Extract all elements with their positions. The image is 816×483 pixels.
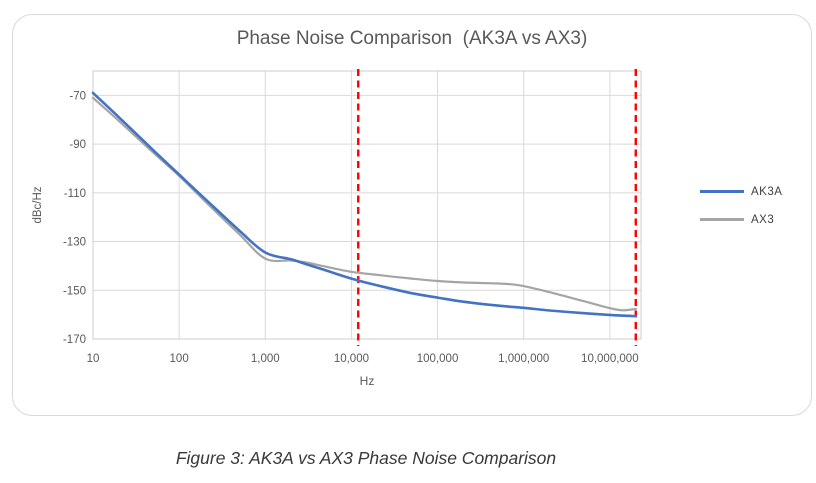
x-tick-label: 100 — [170, 353, 189, 365]
series-line-ax3 — [91, 96, 637, 312]
cursor-lines — [357, 69, 637, 346]
y-tick-label: -90 — [69, 139, 86, 151]
x-tick-label: 1,000,000 — [498, 353, 549, 365]
x-tick-label: 10,000 — [334, 353, 369, 365]
y-tick-label: -170 — [63, 334, 86, 346]
y-tick-label: -130 — [63, 237, 86, 249]
gridlines — [92, 71, 641, 340]
legend: AK3A AX3 — [700, 183, 782, 239]
y-tick-label: -70 — [69, 90, 86, 102]
legend-label-ak3a: AK3A — [751, 185, 783, 198]
x-tick-label: 10 — [87, 353, 100, 365]
x-tick-label: 10,000,000 — [581, 353, 639, 365]
y-tick-label: -150 — [63, 285, 86, 297]
chart-title: Phase Noise Comparison (AK3A vs AX3) — [236, 28, 588, 49]
legend-label-ax3: AX3 — [751, 213, 775, 226]
legend-swatch-ax3 — [700, 218, 744, 221]
legend-item-ax3: AX3 — [700, 211, 782, 228]
x-tick-label: 100,000 — [417, 353, 459, 365]
chart-card — [12, 14, 812, 416]
y-tick-label: -110 — [64, 188, 86, 200]
y-axis-title: dBc/Hz — [32, 186, 44, 223]
legend-item-ak3a: AK3A — [700, 183, 782, 200]
plot-border — [92, 70, 642, 340]
x-axis-title: Hz — [360, 374, 375, 388]
figure-caption: Figure 3: AK3A vs AX3 Phase Noise Compar… — [175, 448, 557, 468]
x-tick-label: 1,000 — [251, 353, 280, 365]
legend-swatch-ak3a — [700, 190, 744, 193]
series-line-ak3a — [91, 91, 638, 318]
